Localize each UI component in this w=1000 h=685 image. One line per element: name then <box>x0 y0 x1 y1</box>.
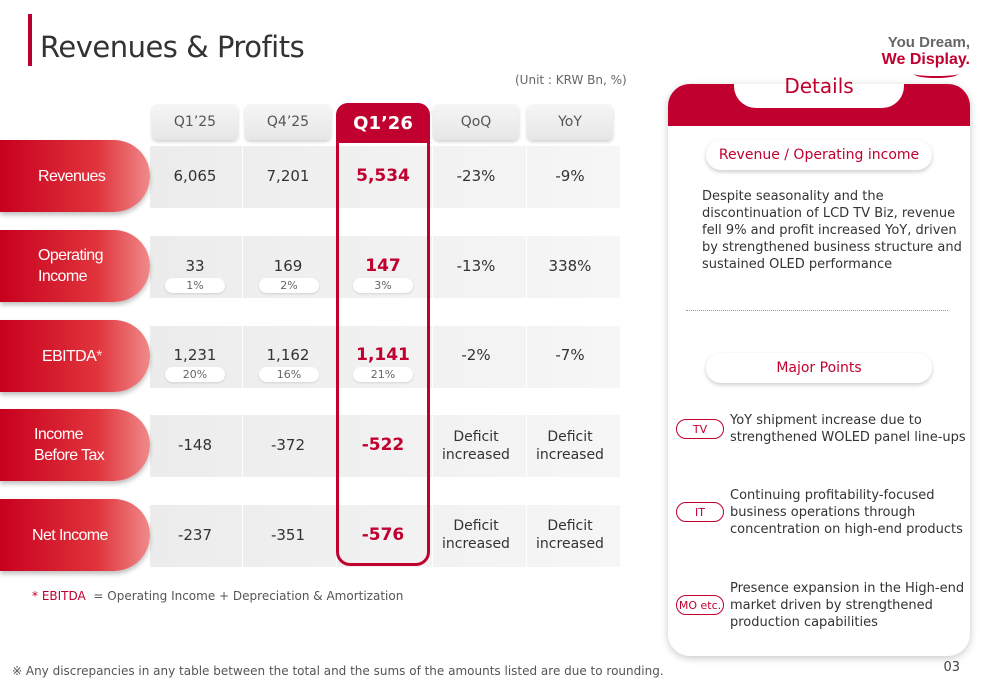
cell-ibt-q4-25: -372 <box>270 436 306 454</box>
footnote-marker: * EBITDA <box>32 589 86 603</box>
title-accent-bar <box>28 14 32 66</box>
page-number: 03 <box>943 660 960 675</box>
cell-ni-qoq: Deficit increased <box>442 518 510 552</box>
cell-ebitda-q1-26: 1,141 <box>356 345 410 365</box>
col-header-q4-25: Q4’25 <box>245 104 331 140</box>
brand-line-1: You Dream, <box>887 34 970 51</box>
row-label-text: Operating Income <box>38 247 103 285</box>
current-quarter-highlight <box>336 103 430 566</box>
details-panel-tab <box>734 84 904 108</box>
cell-revenues-q1-25: 6,065 <box>173 167 217 185</box>
cell-ibt-q1-26: -522 <box>361 435 405 455</box>
row-label-text: Income Before Tax <box>34 426 105 464</box>
cell-oi-q4-25: 169 <box>273 257 303 275</box>
margin-pill-ebitda-q1-25: 20% <box>165 367 225 382</box>
cell-ebitda-q4-25: 1,162 <box>266 346 310 364</box>
tag-it: IT <box>676 502 724 522</box>
cell-oi-q1-25: 33 <box>185 257 205 275</box>
ebitda-asterisk: * <box>96 347 102 365</box>
row-label-text: Net Income <box>32 526 108 544</box>
cell-revenues-q1-26: 5,534 <box>356 166 410 186</box>
margin-pill-oi-q1-25: 1% <box>165 278 225 293</box>
row-label-revenues: Revenues <box>0 140 150 212</box>
row-bg-net-income <box>150 505 620 567</box>
point-tv-text: YoY shipment increase due to strengthene… <box>730 413 966 445</box>
margin-pill-ebitda-q4-25: 16% <box>259 367 319 382</box>
footnote-text: = Operating Income + Depreciation & Amor… <box>93 589 404 603</box>
point-it-text: Continuing profitability-focused busines… <box>730 488 963 537</box>
cell-ebitda-yoy: -7% <box>555 346 585 364</box>
section-major-points: Major Points <box>706 353 932 383</box>
row-bg-income-before-tax <box>150 415 620 477</box>
cell-ni-q4-25: -351 <box>270 526 306 544</box>
row-label-net-income: Net Income <box>0 499 150 571</box>
col-header-qoq: QoQ <box>433 104 519 140</box>
cell-ebitda-q1-25: 1,231 <box>173 346 217 364</box>
cell-ni-q1-25: -237 <box>177 526 213 544</box>
unit-note: (Unit : KRW Bn, %) <box>515 73 627 87</box>
cell-ni-yoy: Deficit increased <box>536 518 604 552</box>
cell-ebitda-qoq: -2% <box>461 346 491 364</box>
brand-logo: You Dream, We Display. <box>881 34 970 78</box>
cell-revenues-yoy: -9% <box>555 167 585 185</box>
cell-oi-qoq: -13% <box>456 257 496 275</box>
tag-tv: TV <box>676 419 724 439</box>
cell-ibt-qoq: Deficit increased <box>442 429 510 463</box>
brand-swoosh-icon <box>914 70 958 78</box>
details-paragraph: Despite seasonality and the discontinuat… <box>702 189 962 272</box>
details-title: Details <box>784 74 854 98</box>
rounding-disclaimer: ※ Any discrepancies in any table between… <box>12 664 664 678</box>
cell-revenues-qoq: -23% <box>456 167 496 185</box>
col-header-q1-26: Q1’26 <box>336 103 430 143</box>
cell-oi-q1-26: 147 <box>365 256 401 276</box>
cell-revenues-q4-25: 7,201 <box>266 167 310 185</box>
row-label-text: EBITDA <box>42 347 97 365</box>
details-divider <box>686 310 948 311</box>
margin-pill-oi-q4-25: 2% <box>259 278 319 293</box>
tag-mo-etc: MO etc. <box>676 595 724 615</box>
cell-ibt-yoy: Deficit increased <box>536 429 604 463</box>
margin-pill-ebitda-q1-26: 21% <box>353 367 413 382</box>
margin-pill-oi-q1-26: 3% <box>353 278 413 293</box>
ebitda-footnote: * EBITDA = Operating Income + Depreciati… <box>32 589 403 603</box>
cell-oi-yoy: 338% <box>548 257 592 275</box>
row-label-ebitda: EBITDA * <box>0 320 150 392</box>
cell-ibt-q1-25: -148 <box>177 436 213 454</box>
section-revenue-operating-income: Revenue / Operating income <box>706 140 932 170</box>
brand-line-2: We Display. <box>881 51 970 68</box>
row-label-income-before-tax: Income Before Tax <box>0 409 150 481</box>
col-header-q1-25: Q1’25 <box>152 104 238 140</box>
point-mo-text: Presence expansion in the High-end marke… <box>730 581 965 630</box>
page-title: Revenues & Profits <box>40 30 305 64</box>
row-bg-revenues <box>150 146 620 208</box>
cell-ni-q1-26: -576 <box>361 525 405 545</box>
row-label-text: Revenues <box>38 167 106 185</box>
row-label-operating-income: Operating Income <box>0 230 150 302</box>
col-header-yoy: YoY <box>527 104 613 140</box>
